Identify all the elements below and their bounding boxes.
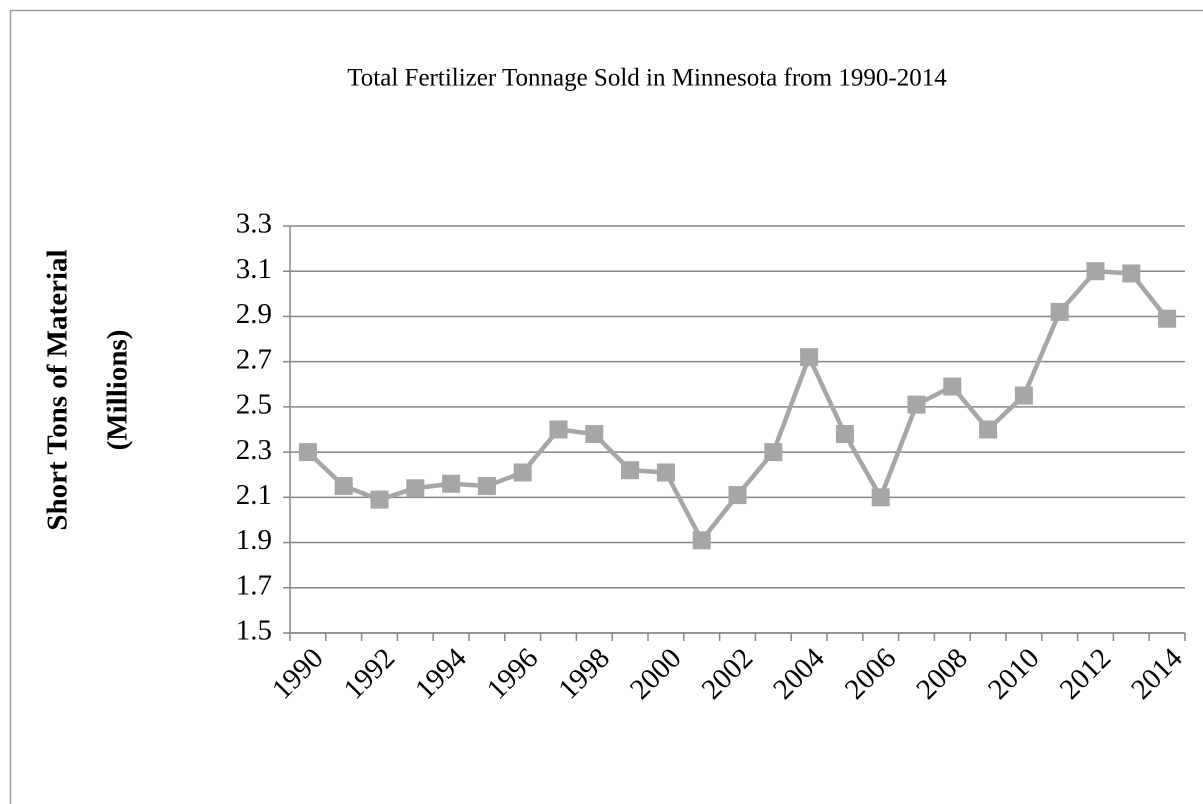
data-point [692, 531, 711, 550]
data-point [800, 348, 819, 367]
data-point [334, 477, 353, 496]
data-point [442, 474, 461, 493]
data-point [585, 425, 604, 444]
y-tick-label: 1.7 [236, 569, 272, 601]
data-point [728, 486, 747, 505]
data-point [621, 461, 640, 480]
data-point [764, 443, 783, 462]
data-point [477, 477, 496, 496]
y-tick-label: 2.1 [236, 479, 272, 511]
y-tick-label: 2.7 [236, 343, 272, 375]
data-point [979, 420, 998, 439]
data-point [656, 463, 675, 482]
data-point [549, 420, 568, 439]
y-tick-label: 2.5 [236, 389, 272, 421]
data-point [513, 463, 532, 482]
data-point [943, 377, 962, 396]
data-point [406, 479, 425, 498]
y-tick-label: 3.3 [236, 208, 272, 240]
y-axis-label: Short Tons of Material [42, 249, 74, 530]
data-point [1014, 386, 1033, 405]
y-tick-label: 2.3 [236, 434, 272, 466]
data-point [1122, 264, 1141, 283]
y-tick-label: 2.9 [236, 298, 272, 330]
chart-title: Total Fertilizer Tonnage Sold in Minneso… [347, 65, 947, 92]
data-point [1086, 262, 1105, 281]
data-point [835, 425, 854, 444]
data-point [370, 490, 389, 509]
data-point [871, 488, 890, 507]
data-point [1050, 302, 1069, 321]
y-tick-label: 3.1 [236, 253, 272, 285]
y-tick-label: 1.9 [236, 524, 272, 556]
data-point [298, 443, 317, 462]
data-point [907, 395, 926, 414]
data-point [1158, 309, 1177, 328]
y-tick-label: 1.5 [236, 615, 272, 647]
y-axis-label: (Millions) [102, 330, 134, 451]
